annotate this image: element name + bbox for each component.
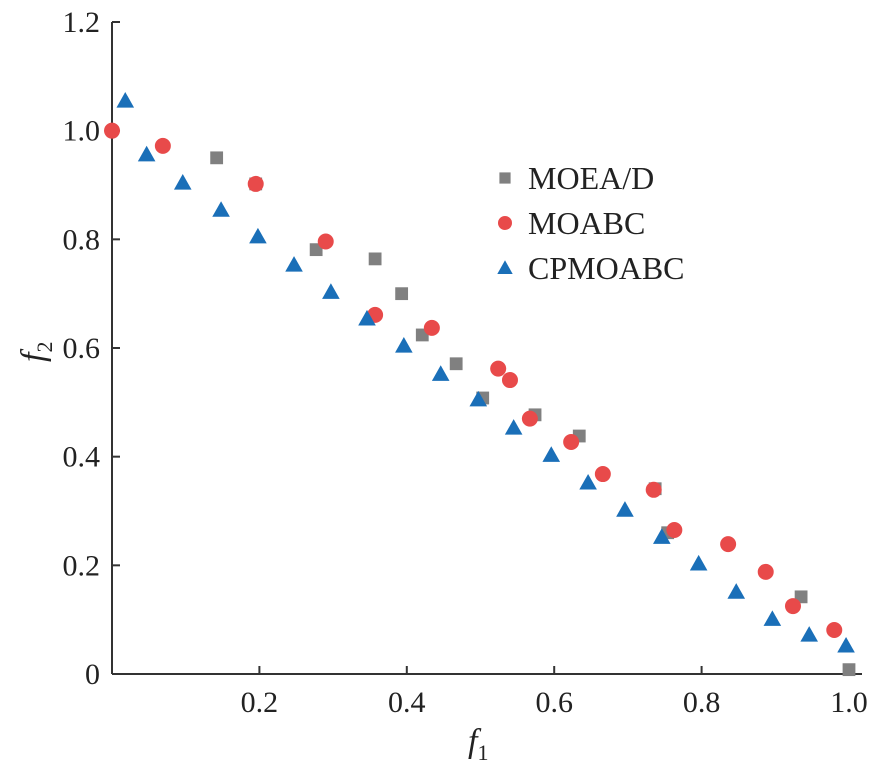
point-circle: [521, 410, 538, 427]
legend-label: MOABC: [528, 205, 645, 241]
y-tick-label: 1.0: [63, 115, 101, 148]
legend-label: CPMOABC: [528, 250, 685, 286]
point-triangle: [837, 636, 855, 653]
point-circle: [501, 372, 518, 389]
axes: 0 0.2 0.4 0.6 0.8 1.0 1.2 0.2 0.4 0.6 0.8 1.0: [63, 6, 868, 719]
point-triangle: [431, 365, 450, 381]
point-triangle: [689, 554, 708, 571]
x-tick-label: 0.4: [388, 686, 426, 719]
point-circle: [784, 598, 801, 615]
point-triangle: [542, 446, 561, 462]
y-axis-label: f2: [15, 342, 57, 362]
point-triangle: [395, 337, 413, 353]
point-square: [309, 243, 323, 257]
point-circle: [594, 466, 611, 483]
x-axis-label: f1: [468, 723, 488, 764]
point-circle: [826, 621, 843, 638]
legend-marker-circle: [498, 216, 512, 230]
point-triangle: [173, 174, 192, 190]
point-triangle: [116, 91, 135, 108]
point-triangle: [763, 610, 782, 626]
x-tick-label: 0.2: [241, 686, 279, 719]
point-triangle: [212, 201, 230, 217]
point-square: [449, 357, 463, 371]
point-circle: [247, 175, 264, 192]
y-tick-label: 0.8: [63, 223, 101, 256]
point-circle: [490, 360, 507, 377]
x-tick-label: 0.6: [535, 686, 573, 719]
point-square: [210, 151, 224, 165]
point-circle: [645, 481, 662, 498]
legend: MOEA/D MOABC CPMOABC: [497, 160, 685, 286]
y-tick-label: 0: [85, 658, 100, 691]
point-triangle: [249, 227, 267, 244]
point-triangle: [322, 283, 340, 299]
point-triangle: [727, 583, 746, 599]
y-tick-label: 0.6: [63, 332, 101, 365]
x-tick-label: 1.0: [830, 686, 868, 719]
point-triangle: [285, 256, 303, 272]
legend-marker-triangle: [497, 260, 513, 274]
point-circle: [563, 433, 580, 450]
point-square: [842, 663, 856, 677]
point-triangle: [800, 626, 819, 642]
point-circle: [423, 319, 440, 336]
y-tick-label: 1.2: [63, 6, 101, 39]
point-circle: [104, 122, 120, 139]
data-points: [104, 91, 856, 677]
point-circle: [154, 137, 171, 154]
point-circle: [317, 233, 334, 250]
point-triangle: [137, 145, 156, 162]
point-triangle: [469, 390, 488, 407]
y-tick-label: 0.2: [63, 549, 101, 582]
legend-marker-square: [499, 172, 511, 184]
point-square: [368, 252, 382, 266]
point-triangle: [504, 419, 523, 435]
point-triangle: [358, 309, 376, 326]
point-circle: [720, 536, 737, 553]
y-tick-label: 0.4: [63, 441, 101, 474]
point-circle: [757, 563, 774, 580]
legend-label: MOEA/D: [528, 160, 654, 196]
point-triangle: [579, 473, 597, 490]
point-triangle: [653, 528, 671, 544]
point-triangle: [616, 501, 634, 517]
x-tick-label: 0.8: [683, 686, 721, 719]
point-circle: [666, 522, 683, 539]
point-square: [395, 287, 409, 301]
